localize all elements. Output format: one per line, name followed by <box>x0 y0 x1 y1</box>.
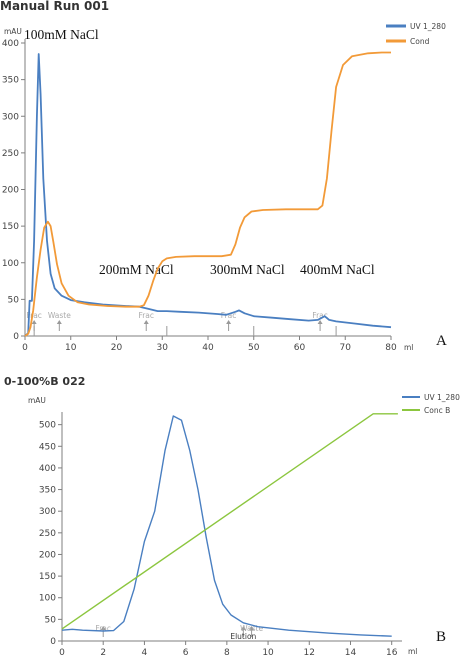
p1-y-tick-label-250: 250 <box>39 529 56 539</box>
p0-y-tick-label-250: 250 <box>2 149 19 159</box>
p1-y-tick-label-0: 0 <box>50 637 56 647</box>
panel-a-legend: UV 1_280 Cond <box>386 22 446 46</box>
p1-marker-label-1: Elution <box>230 632 256 641</box>
p1-x-tick-label-6: 6 <box>183 648 189 658</box>
p1-y-tick-label-450: 450 <box>39 442 56 452</box>
p0-series-line-0 <box>24 53 392 337</box>
p0-y-tick-label-350: 350 <box>2 76 19 86</box>
p0-x-tick-label-30: 30 <box>157 343 169 353</box>
p1-x-tick-label-4: 4 <box>142 648 148 658</box>
p0-x-tick-label-10: 10 <box>65 343 77 353</box>
p1-x-tick-label-16: 16 <box>386 648 398 658</box>
p1-y-tick-label-350: 350 <box>39 486 56 496</box>
p0-y-tick-label-200: 200 <box>2 186 19 196</box>
p0-x-tick-label-80: 80 <box>385 343 397 353</box>
p0-marker-arrow-4 <box>317 320 323 324</box>
p0-marker-label-1: Waste <box>48 311 71 320</box>
p0-series-line-1 <box>24 51 391 337</box>
panel-b-label: B <box>436 629 446 645</box>
p0-y-tick-label-300: 300 <box>2 112 19 122</box>
p1-y-tick-label-200: 200 <box>39 550 56 560</box>
p1-x-tick-label-8: 8 <box>224 648 230 658</box>
p0-x-tick-label-50: 50 <box>248 343 260 353</box>
p0-y-tick-label-50: 50 <box>8 295 20 305</box>
p1-x-tick-label-10: 10 <box>262 648 274 658</box>
p1-marker-label-2: Waste <box>240 624 263 633</box>
p1-y-tick-label-400: 400 <box>39 464 56 474</box>
panel-b-ylabel: mAU <box>28 396 46 405</box>
legend-label-uv-a: UV 1_280 <box>410 22 446 31</box>
p1-marker-arrow-1 <box>240 626 246 630</box>
panel-a-ylabel: mAU <box>4 27 22 36</box>
legend-label-cond-a: Cond <box>410 37 430 46</box>
p1-x-tick-label-2: 2 <box>100 648 106 658</box>
p0-marker-arrow-1 <box>56 320 62 324</box>
p0-y-tick-label-400: 400 <box>2 39 19 49</box>
p1-marker-label-0: Frac <box>95 624 111 633</box>
p0-y-tick-label-0: 0 <box>13 332 19 342</box>
annotation-300mm-nacl: 300mM NaCl <box>210 262 285 277</box>
p1-x-tick-label-12: 12 <box>304 648 315 658</box>
annotation-100mm-nacl: 100mM NaCl <box>24 27 99 42</box>
panel-b-title: 0-100%B 022 <box>4 375 85 388</box>
p0-x-tick-label-70: 70 <box>340 343 352 353</box>
p1-y-tick-label-300: 300 <box>39 507 56 517</box>
panel-b: 0-100%B 022 mAU ml B UV 1_280 Conc B 0 50… <box>4 375 460 658</box>
p0-marker-label-4: Frac <box>312 311 328 320</box>
panel-a-label: A <box>436 333 447 349</box>
p0-marker-label-3: Frac <box>221 311 237 320</box>
p0-marker-arrow-2 <box>143 320 149 324</box>
legend-label-concb-b: Conc B <box>424 406 450 415</box>
p1-series-line-1 <box>61 413 398 630</box>
p1-marker-arrow-2 <box>249 626 255 630</box>
p0-y-tick-label-100: 100 <box>2 259 19 269</box>
p0-marker-arrow-3 <box>226 320 232 324</box>
p1-x-tick-label-0: 0 <box>59 648 65 658</box>
p0-x-tick-label-40: 40 <box>202 343 214 353</box>
p1-y-tick-label-150: 150 <box>39 572 56 582</box>
panel-b-xlabel: ml <box>408 647 417 656</box>
p0-x-tick-label-60: 60 <box>294 343 306 353</box>
p1-marker-arrow-0 <box>100 626 106 630</box>
annotation-400mm-nacl: 400mM NaCl <box>300 262 375 277</box>
panel-a: Manual Run 001 mAU ml A 100mM NaCl 200mM… <box>0 0 447 353</box>
p0-y-tick-label-150: 150 <box>2 222 19 232</box>
legend-label-uv-b: UV 1_280 <box>424 393 460 402</box>
p1-series-line-0 <box>61 415 392 637</box>
p0-x-tick-label-20: 20 <box>111 343 123 353</box>
panel-a-title: Manual Run 001 <box>0 0 109 13</box>
panel-b-legend: UV 1_280 Conc B <box>402 393 460 415</box>
p0-marker-arrow-0 <box>31 320 37 324</box>
panel-a-xlabel: ml <box>404 343 413 352</box>
p0-x-tick-label-0: 0 <box>22 343 28 353</box>
p1-y-tick-label-50: 50 <box>45 615 57 625</box>
p1-y-tick-label-500: 500 <box>39 421 56 431</box>
p1-x-tick-label-14: 14 <box>345 648 357 658</box>
annotation-200mm-nacl: 200mM NaCl <box>99 262 174 277</box>
p0-marker-label-0: Frac <box>26 311 42 320</box>
p0-marker-label-2: Frac <box>138 311 154 320</box>
p1-y-tick-label-100: 100 <box>39 594 56 604</box>
